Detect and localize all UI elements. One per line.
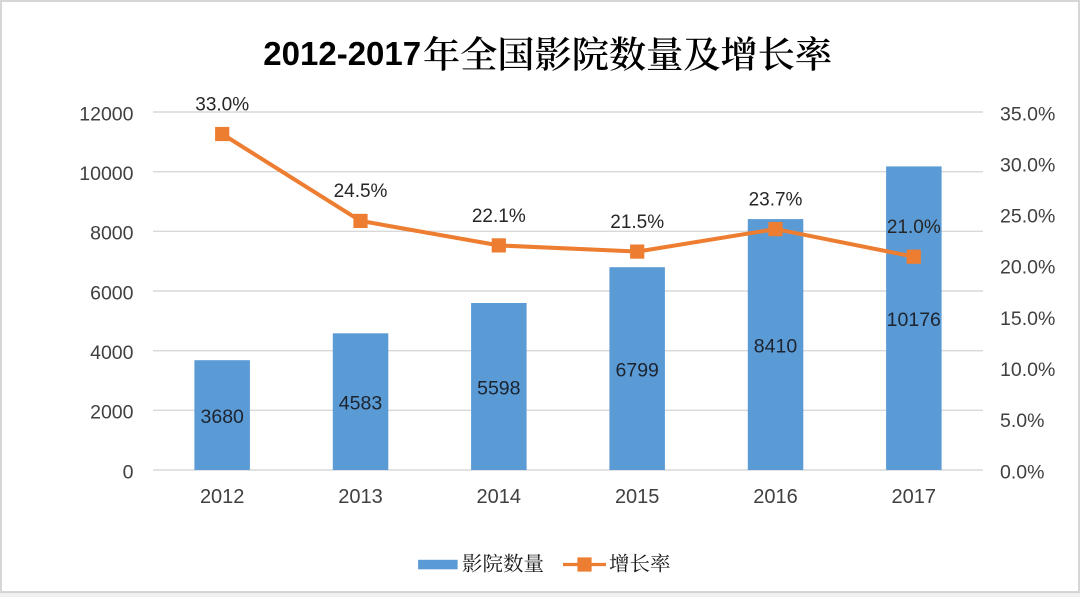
- svg-text:21.0%: 21.0%: [887, 217, 941, 238]
- svg-text:0.0%: 0.0%: [1000, 461, 1044, 483]
- svg-text:2012: 2012: [200, 486, 245, 508]
- svg-text:15.0%: 15.0%: [1000, 308, 1055, 330]
- svg-text:20.0%: 20.0%: [1000, 257, 1055, 279]
- svg-text:10000: 10000: [79, 163, 133, 185]
- svg-text:35.0%: 35.0%: [1000, 103, 1055, 125]
- svg-text:2017: 2017: [892, 486, 937, 508]
- svg-text:2016: 2016: [753, 486, 798, 508]
- svg-text:21.5%: 21.5%: [610, 212, 664, 233]
- svg-text:33.0%: 33.0%: [195, 94, 249, 115]
- svg-text:6000: 6000: [90, 282, 134, 304]
- svg-text:2013: 2013: [338, 486, 383, 508]
- svg-text:4000: 4000: [90, 342, 134, 364]
- svg-text:24.5%: 24.5%: [334, 181, 388, 202]
- svg-text:2000: 2000: [90, 402, 134, 424]
- svg-text:25.0%: 25.0%: [1000, 206, 1055, 228]
- svg-text:23.7%: 23.7%: [749, 189, 803, 210]
- svg-text:22.1%: 22.1%: [472, 206, 526, 227]
- svg-text:2015: 2015: [615, 486, 660, 508]
- svg-text:4583: 4583: [339, 393, 382, 415]
- svg-text:6799: 6799: [616, 360, 659, 382]
- svg-text:8410: 8410: [754, 336, 798, 358]
- svg-text:0: 0: [123, 461, 134, 483]
- svg-text:5598: 5598: [477, 378, 520, 400]
- svg-text:10176: 10176: [887, 309, 941, 331]
- svg-text:30.0%: 30.0%: [1000, 154, 1055, 176]
- svg-text:3680: 3680: [201, 406, 245, 428]
- svg-text:5.0%: 5.0%: [1000, 410, 1044, 432]
- svg-text:12000: 12000: [79, 103, 133, 125]
- svg-text:2012-2017: 2012-2017: [263, 35, 421, 72]
- svg-text:8000: 8000: [90, 223, 134, 245]
- svg-text:10.0%: 10.0%: [1000, 359, 1055, 381]
- svg-text:2014: 2014: [477, 486, 522, 508]
